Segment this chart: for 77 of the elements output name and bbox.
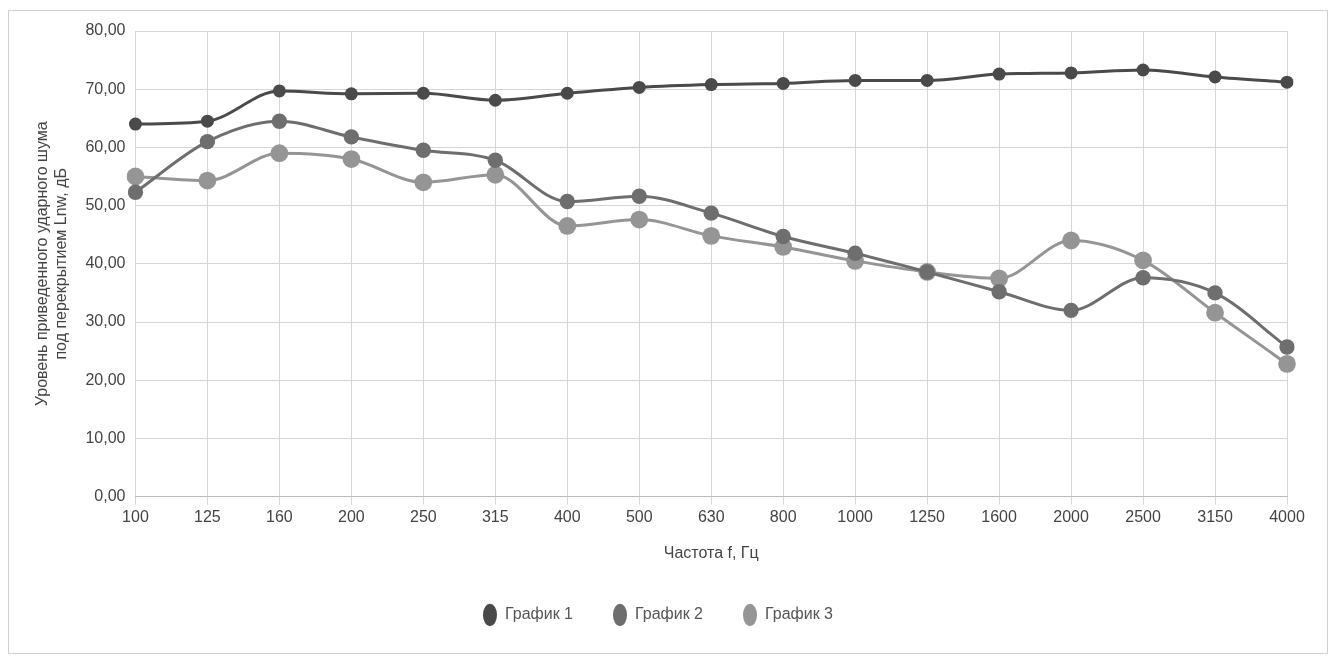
point [1135,270,1151,286]
point [1206,303,1224,322]
x-tick-label: 1250 [909,507,946,525]
point [631,188,647,204]
point [342,150,361,168]
x-tick-label: 3150 [1197,507,1233,525]
y-tick-label: 0,00 [94,487,126,505]
point [630,210,649,229]
point [1278,355,1296,373]
x-tick-label: 2000 [1053,507,1089,525]
point [920,73,934,87]
point [703,205,719,221]
point [1062,231,1080,250]
point [702,226,721,245]
y-tick-label: 30,00 [85,312,126,330]
point [487,152,503,168]
legend-label: График 3 [765,605,834,623]
point [128,117,142,131]
point [558,217,577,235]
point [847,245,863,262]
point [560,86,574,100]
y-tick-label: 80,00 [85,21,126,39]
x-tick-label: 200 [338,507,365,525]
x-tick-label: 100 [122,507,149,525]
y-tick-label: 70,00 [85,79,126,97]
x-tick-label: 125 [194,507,221,525]
point [126,167,145,186]
legend-label: График 1 [504,605,574,623]
point [343,129,360,145]
x-tick-label: 4000 [1269,507,1305,525]
point [1064,66,1078,80]
point [559,193,575,210]
point [704,78,718,92]
point [1279,339,1295,355]
point [270,144,289,163]
point [272,84,286,98]
x-tick-label: 2500 [1125,507,1161,525]
point [415,142,432,159]
x-tick-label: 400 [553,507,581,525]
point [632,80,646,94]
x-tick-label: 500 [625,507,653,525]
point [1208,70,1222,84]
point [198,171,217,190]
x-axis-title: Частота f, Гц [663,543,759,561]
point [992,67,1006,81]
y-tick-label: 20,00 [85,370,126,388]
y-tick-label: 60,00 [85,137,126,155]
point [775,228,791,245]
point [488,93,502,107]
point [271,113,288,129]
point [199,133,216,150]
x-tick-label: 800 [769,507,797,525]
y-tick-label: 50,00 [85,196,126,214]
y-axis-title: Уровень приведенного ударного шума под перекрытием Lnw, дБ [33,121,70,407]
point [991,284,1007,300]
point [848,73,862,87]
point [1063,302,1079,319]
point [1207,285,1223,301]
point [344,87,358,101]
x-tick-label: 250 [409,507,437,525]
point [1134,251,1152,270]
point [200,114,214,128]
point [486,165,505,184]
point [127,184,144,200]
point [414,173,433,192]
point [416,86,430,100]
point [776,76,790,90]
x-tick-label: 1000 [837,507,874,525]
x-tick-label: 315 [481,507,509,525]
x-tick-label: 630 [697,507,725,525]
x-tick-label: 160 [266,507,293,525]
y-tick-label: 10,00 [85,428,126,446]
point [1136,63,1150,77]
y-tick-label: 40,00 [85,254,126,272]
legend-label: График 2 [635,605,704,623]
x-tick-label: 1600 [981,507,1018,525]
point [1280,75,1294,89]
